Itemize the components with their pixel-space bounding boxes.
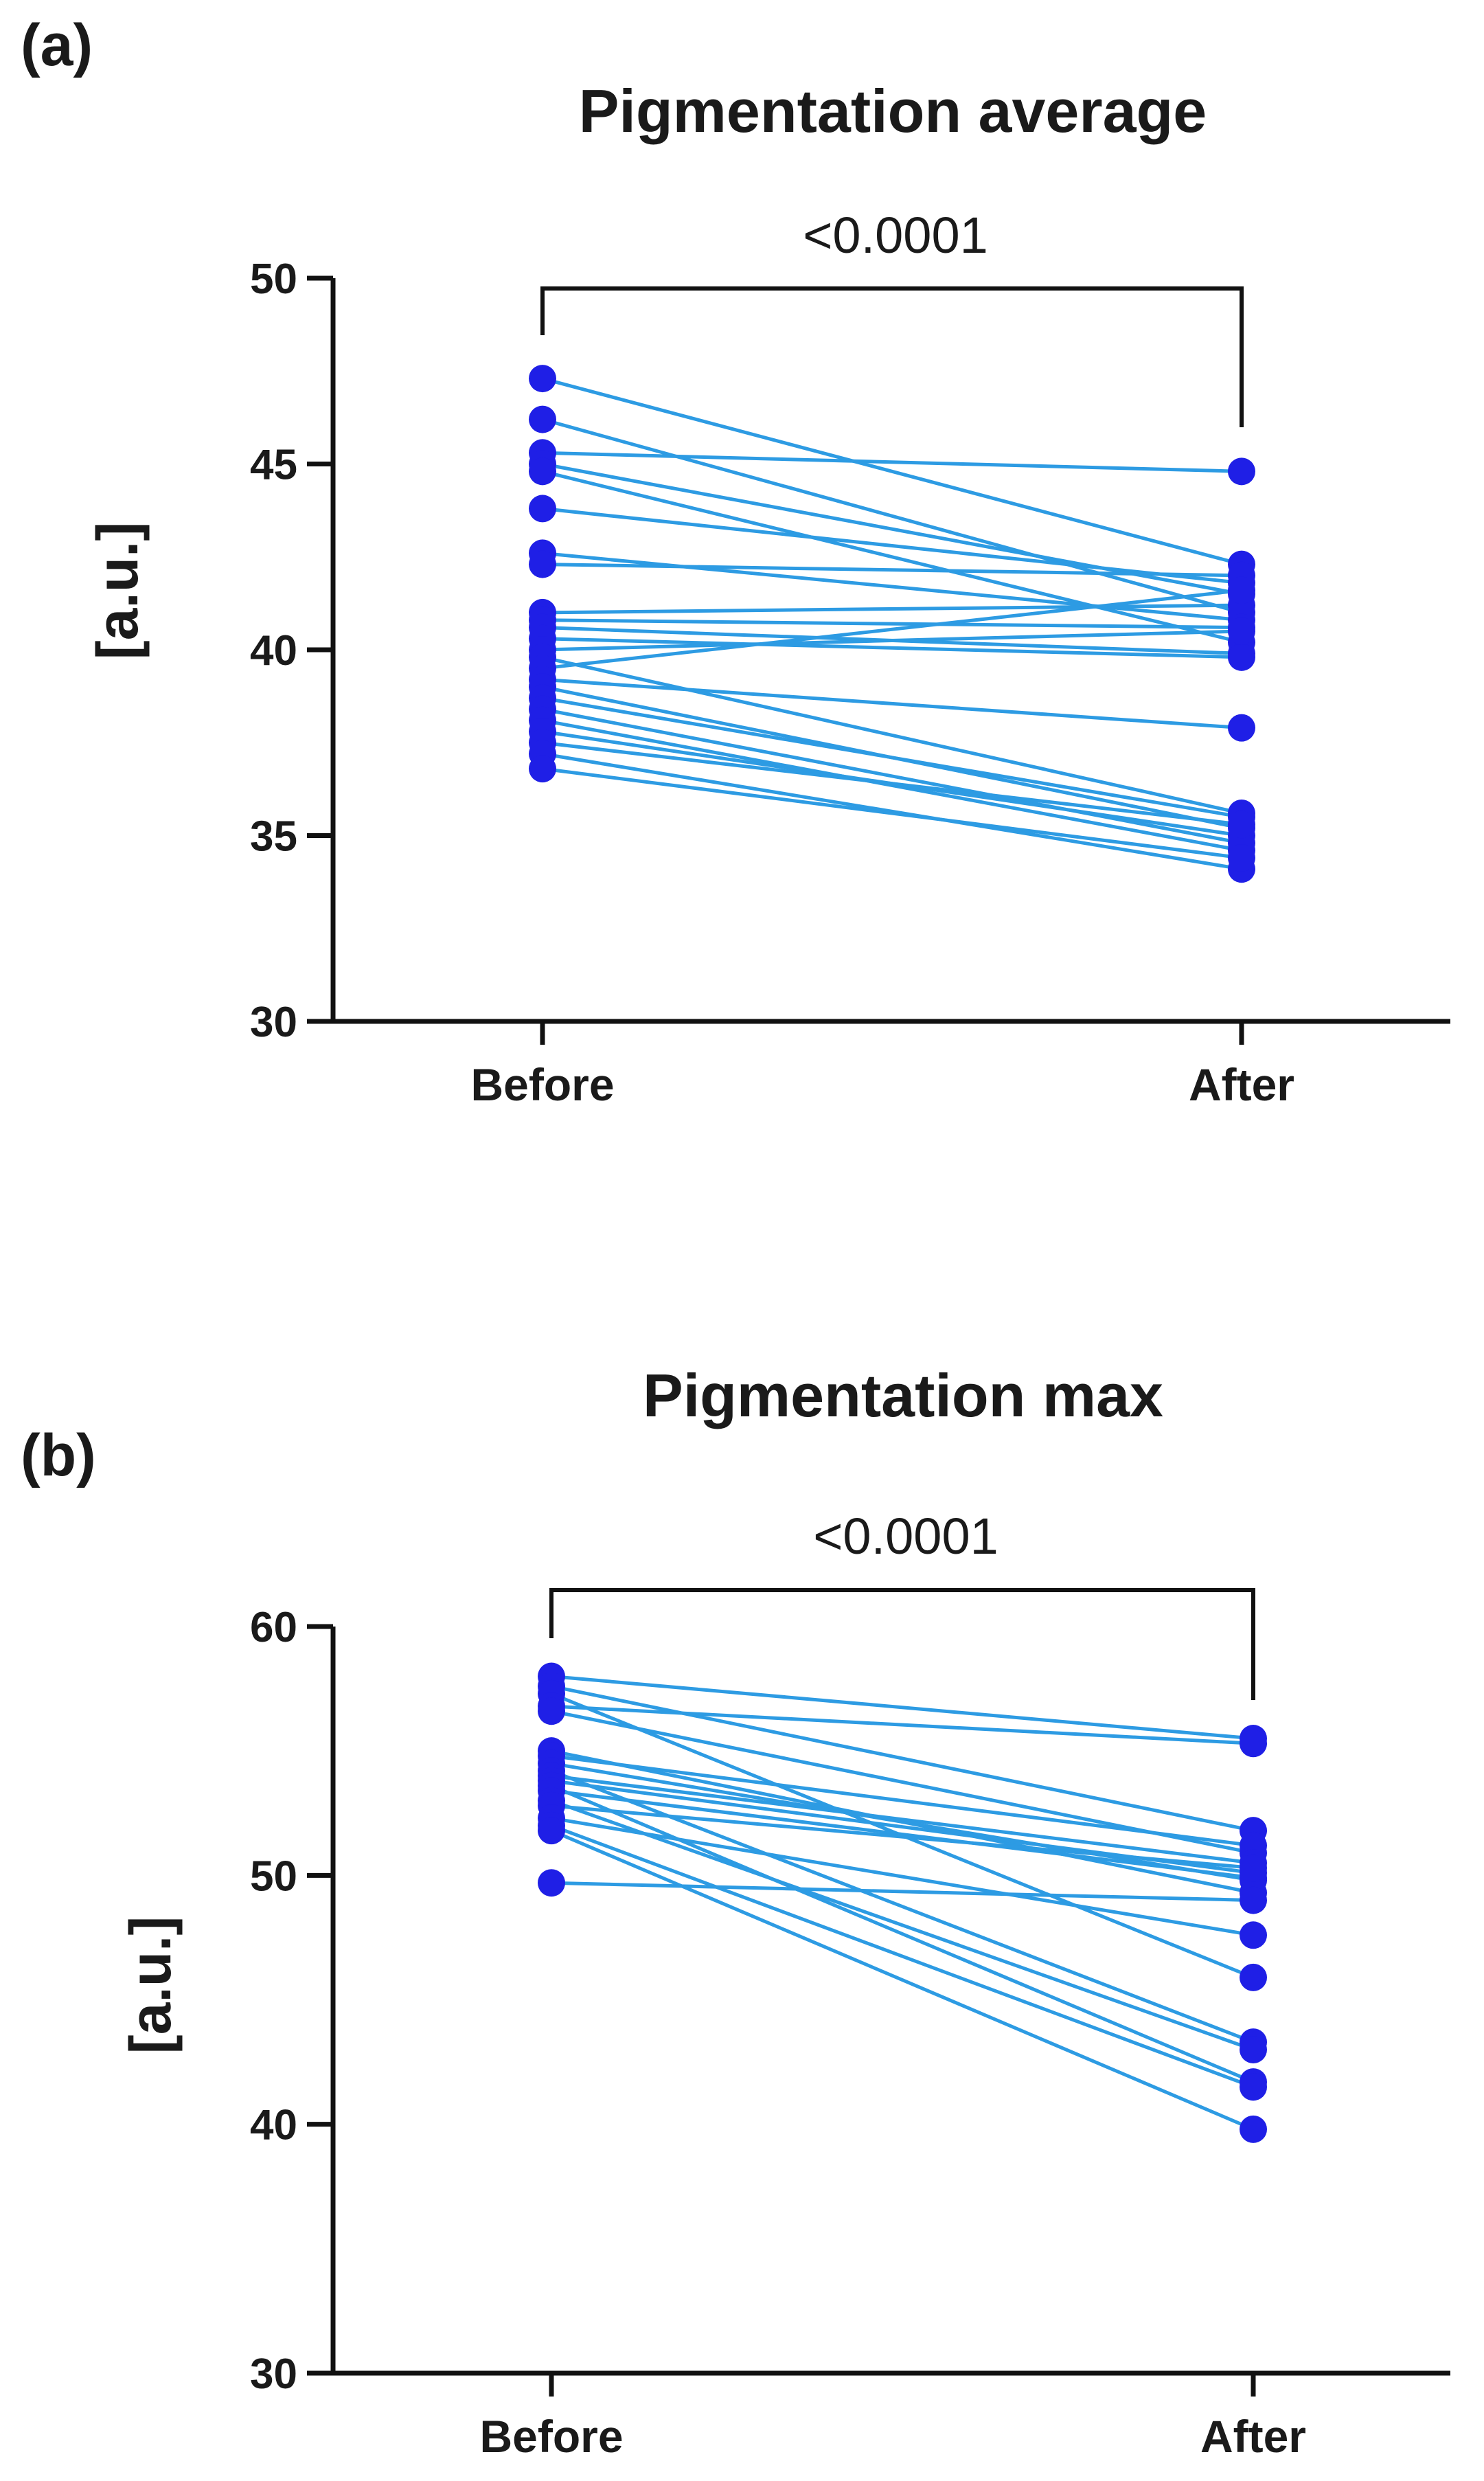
pair-line (542, 629, 1242, 652)
significance-bracket (540, 286, 1244, 427)
pair-line (542, 418, 1242, 615)
point-before (538, 1817, 565, 1845)
point-before (538, 1869, 565, 1897)
point-after (1240, 1730, 1267, 1758)
pair-line (542, 637, 1242, 659)
y-tick-label: 40 (250, 627, 297, 675)
point-after (1228, 576, 1255, 604)
point-after (1240, 1886, 1267, 1914)
paired-lines (551, 1674, 1254, 2131)
pair-line (542, 551, 1242, 622)
point-before (529, 495, 556, 523)
data-points (529, 365, 1255, 883)
y-tick-label: 40 (250, 2102, 297, 2149)
y-axis-label: [a.u.] (118, 1916, 183, 2054)
pair-line (542, 655, 1242, 815)
pair-line (551, 1684, 1254, 1833)
y-tick-label: 60 (250, 1604, 297, 1651)
pair-line (551, 1828, 1254, 2131)
pair-line (551, 1799, 1254, 2052)
pair-line (551, 1789, 1254, 1880)
pair-line (542, 677, 1242, 730)
pair-line (542, 707, 1242, 845)
point-after (1228, 843, 1255, 872)
pair-line (551, 1784, 1254, 2084)
pair-line (551, 1704, 1254, 1745)
pair-line (551, 1881, 1254, 1903)
point-after (1228, 617, 1255, 645)
point-before (538, 1697, 565, 1725)
pair-line (551, 1754, 1254, 1848)
panel-label: (a) (21, 12, 93, 78)
chart-title: Pigmentation max (643, 1361, 1163, 1429)
chart-title: Pigmentation average (579, 77, 1207, 145)
point-after (1228, 714, 1255, 742)
y-tick-label: 50 (250, 256, 297, 303)
point-after (1240, 2073, 1267, 2101)
x-tick-label-after: After (1189, 1059, 1294, 1110)
point-after (1240, 1963, 1267, 1991)
panel-a: (a) Pigmentation average [a.u.] 30 35 40 45 50 B… (21, 12, 1450, 1110)
x-tick-label-after: After (1200, 2411, 1306, 2462)
pair-line (551, 1816, 1254, 1937)
paired-lines (542, 376, 1242, 871)
point-after (1240, 1854, 1267, 1882)
x-tick-label-before: Before (470, 1059, 614, 1110)
pair-line (542, 563, 1242, 578)
x-tick-label-before: Before (479, 2411, 623, 2462)
significance-label: <0.0001 (813, 1508, 998, 1565)
point-before (529, 405, 556, 433)
y-tick-label: 35 (250, 813, 297, 861)
significance-bracket (549, 1588, 1255, 1700)
pair-line (551, 1774, 1254, 1865)
significance-label: <0.0001 (803, 207, 988, 264)
pair-line (542, 469, 1242, 644)
pair-line (542, 506, 1242, 585)
pair-line (551, 1761, 1254, 1883)
pair-line (542, 603, 1242, 615)
pair-line (542, 618, 1242, 630)
point-after (1240, 1921, 1267, 1949)
point-before (529, 755, 556, 783)
point-before (529, 365, 556, 393)
y-tick-label: 50 (250, 1853, 297, 1900)
point-after (1228, 457, 1255, 486)
pair-line (542, 451, 1242, 473)
pair-line (542, 696, 1242, 819)
y-axis-label: [a.u.] (85, 522, 150, 660)
y-tick-label: 30 (250, 2350, 297, 2398)
pair-line (542, 767, 1242, 860)
panel-label: (b) (21, 1423, 96, 1488)
y-tick-label: 45 (250, 442, 297, 489)
pair-line (551, 1674, 1254, 1741)
pair-line (551, 1804, 1254, 1870)
pair-line (542, 718, 1242, 852)
point-after (1228, 643, 1255, 671)
panel-b: (b) Pigmentation max [a.u.] 30 40 50 60 Before A… (21, 1361, 1450, 2462)
point-after (1228, 811, 1255, 839)
pair-line (551, 1824, 1254, 2089)
data-points (538, 1662, 1267, 2143)
pair-line (542, 740, 1242, 826)
point-after (1240, 2035, 1267, 2063)
pair-line (542, 376, 1242, 566)
point-before (529, 457, 556, 486)
point-after (1240, 2115, 1267, 2143)
pair-line (542, 588, 1242, 670)
pair-line (542, 752, 1242, 871)
y-tick-label: 30 (250, 999, 297, 1046)
point-before (529, 550, 556, 578)
